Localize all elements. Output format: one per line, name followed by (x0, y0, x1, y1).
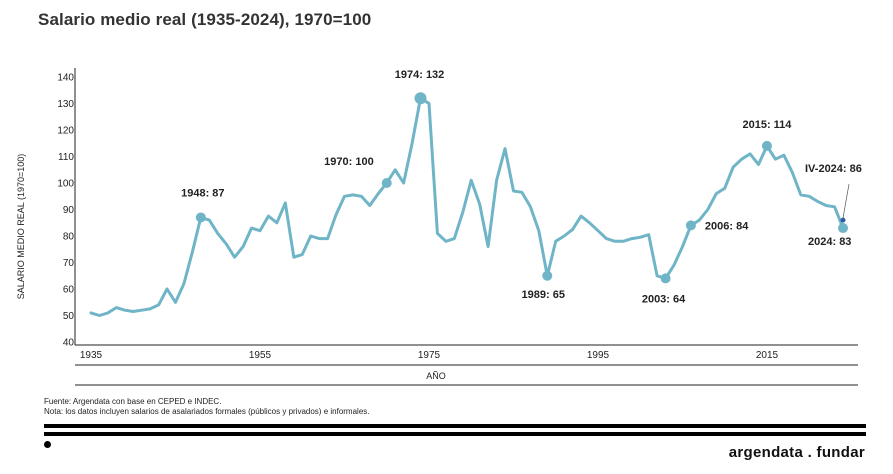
annotation-leader (842, 184, 850, 219)
data-label: 1989: 65 (522, 289, 565, 301)
x-tick-label: 1975 (418, 350, 441, 361)
y-tick-label: 100 (57, 179, 74, 190)
footer-rule-top (44, 424, 866, 428)
data-point-marker (381, 178, 392, 188)
series-line (89, 96, 845, 317)
data-point-marker (761, 140, 772, 151)
y-axis-label: SALARIO MEDIO REAL (1970=100) (16, 154, 26, 299)
x-tick-label: 1935 (80, 350, 103, 361)
chart-title: Salario medio real (1935-2024), 1970=100 (38, 10, 372, 29)
data-label: IV-2024: 86 (805, 163, 862, 175)
chart: 40 50 60 70 80 90 100 110 120 130 140 1935 1955 1975 1… (16, 68, 862, 386)
brand-logo: argendata . fundar (728, 444, 865, 461)
data-label: 2003: 64 (642, 293, 686, 305)
y-tick-label: 40 (63, 338, 75, 349)
data-label: 1970: 100 (324, 156, 374, 168)
x-tick-label: 1955 (249, 350, 272, 361)
data-point-marker (838, 223, 848, 234)
x-axis-label: AÑO (426, 371, 446, 381)
data-label: 2024: 83 (808, 236, 851, 248)
data-point-marker (542, 270, 553, 281)
footer-rule-bottom (44, 432, 866, 436)
data-point-marker (660, 273, 671, 284)
data-label: 1974: 132 (395, 69, 445, 81)
data-point-marker (195, 212, 206, 223)
data-label: 2015: 114 (742, 119, 792, 131)
y-tick-label: 140 (57, 73, 74, 84)
source-note: Fuente: Argendata con base en CEPED e IN… (44, 397, 222, 406)
chart-footnotes: Fuente: Argendata con base en CEPED e IN… (44, 397, 370, 417)
data-note: Nota: los datos incluyen salarios de asa… (44, 407, 370, 416)
data-point-marker (840, 217, 846, 223)
data-label: 2006: 84 (705, 220, 749, 232)
y-tick-label: 120 (57, 126, 74, 137)
y-tick-label: 50 (63, 311, 75, 322)
x-tick-label: 2015 (756, 350, 779, 361)
data-label: 1948: 87 (181, 187, 224, 199)
y-tick-label: 80 (63, 232, 75, 243)
y-tick-label: 70 (63, 258, 75, 269)
y-tick-label: 60 (63, 285, 75, 296)
data-point-marker (414, 92, 427, 105)
footer-dot (44, 441, 51, 448)
x-tick-label: 1995 (587, 350, 610, 361)
y-tick-label: 110 (58, 152, 74, 163)
data-point-marker (685, 220, 696, 231)
y-tick-label: 90 (63, 205, 75, 216)
y-tick-label: 130 (57, 99, 74, 110)
